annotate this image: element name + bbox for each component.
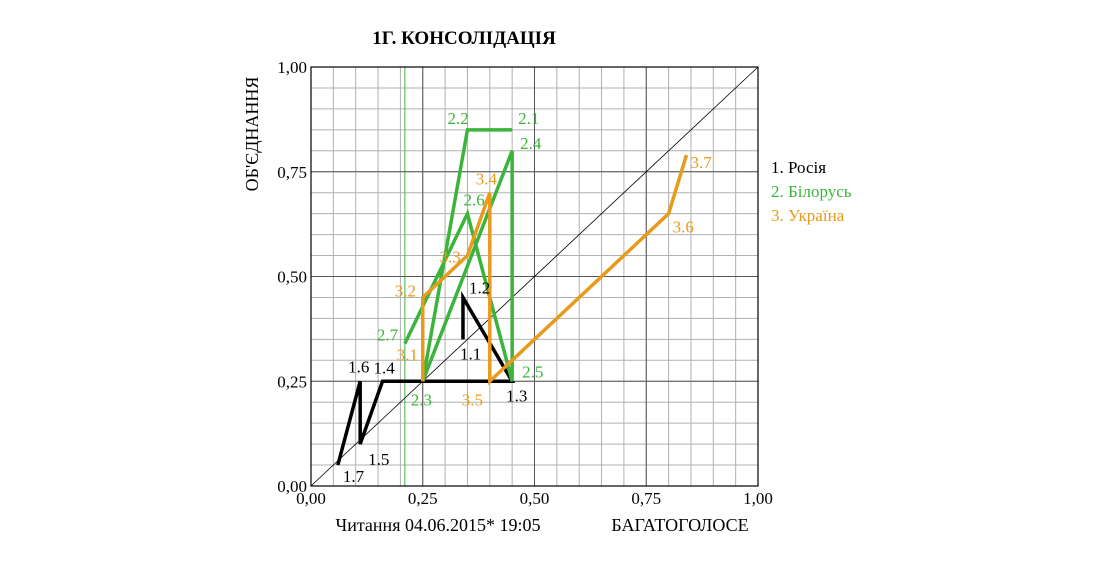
series-line-2 [403, 128, 514, 382]
point-labels: 1.1 1.2 1.3 1.4 1.5 1.6 1.7 2.1 2.2 2.3 2.4 2.5 2.6 2… [343, 109, 712, 486]
plot-frame [310, 66, 759, 487]
legend: 1. Росія 2. Білорусь 3. Україна [771, 158, 852, 225]
tick-labels: 0,00 0,25 0,50 0,75 1,00 0,00 0,25 0,50 0,75 1,00 [277, 58, 773, 508]
point-label: 2.7 [377, 326, 399, 345]
point-label: 1.2 [469, 278, 490, 297]
y-tick-label: 0,75 [277, 163, 307, 182]
legend-entry: 3. Україна [771, 206, 845, 225]
point-label: 2.3 [411, 390, 432, 409]
point-label: 3.7 [690, 153, 712, 172]
point-label: 3.5 [462, 390, 483, 409]
y-tick-label: 0,25 [277, 372, 307, 391]
y-tick-label: 0,00 [277, 477, 307, 496]
series-line-3 [421, 154, 689, 386]
point-label: 3.6 [673, 218, 694, 237]
point-label: 1.6 [348, 357, 369, 376]
x-tick-label: 0,75 [631, 489, 661, 508]
reading-timestamp: Читання 04.06.2015* 19:05 [336, 515, 541, 535]
legend-entry: 2. Білорусь [771, 182, 852, 201]
chart-title: 1Г. КОНСОЛІДАЦІЯ [372, 28, 556, 49]
point-label: 3.1 [397, 345, 418, 364]
point-label: 1.3 [506, 386, 527, 405]
y-tick-label: 1,00 [277, 58, 307, 77]
point-label: 2.4 [520, 134, 542, 153]
point-label: 2.6 [463, 191, 484, 210]
series-lines [336, 128, 689, 466]
point-label: 2.2 [447, 109, 468, 128]
y-tick-label: 0,50 [277, 268, 307, 287]
point-label: 2.1 [518, 109, 539, 128]
diagonal-line [310, 66, 759, 487]
x-tick-label: 0,00 [296, 489, 326, 508]
legend-entry: 1. Росія [771, 158, 826, 177]
x-tick-label: 0,50 [520, 489, 550, 508]
point-label: 3.3 [439, 248, 460, 267]
point-label: 3.2 [395, 281, 416, 300]
point-label: 2.5 [522, 362, 543, 381]
point-label: 3.4 [476, 170, 498, 189]
x-tick-label: 0,25 [408, 489, 438, 508]
x-axis-label: БАГАТОГОЛОСЕ [611, 515, 748, 535]
x-tick-label: 1,00 [743, 489, 773, 508]
point-label: 1.7 [343, 467, 365, 486]
point-label: 1.4 [374, 358, 396, 377]
y-axis-label: ОБ'ЄДНАННЯ [242, 77, 262, 192]
point-label: 1.1 [460, 344, 481, 363]
series-line-1 [336, 291, 516, 466]
point-label: 1.5 [368, 450, 389, 469]
